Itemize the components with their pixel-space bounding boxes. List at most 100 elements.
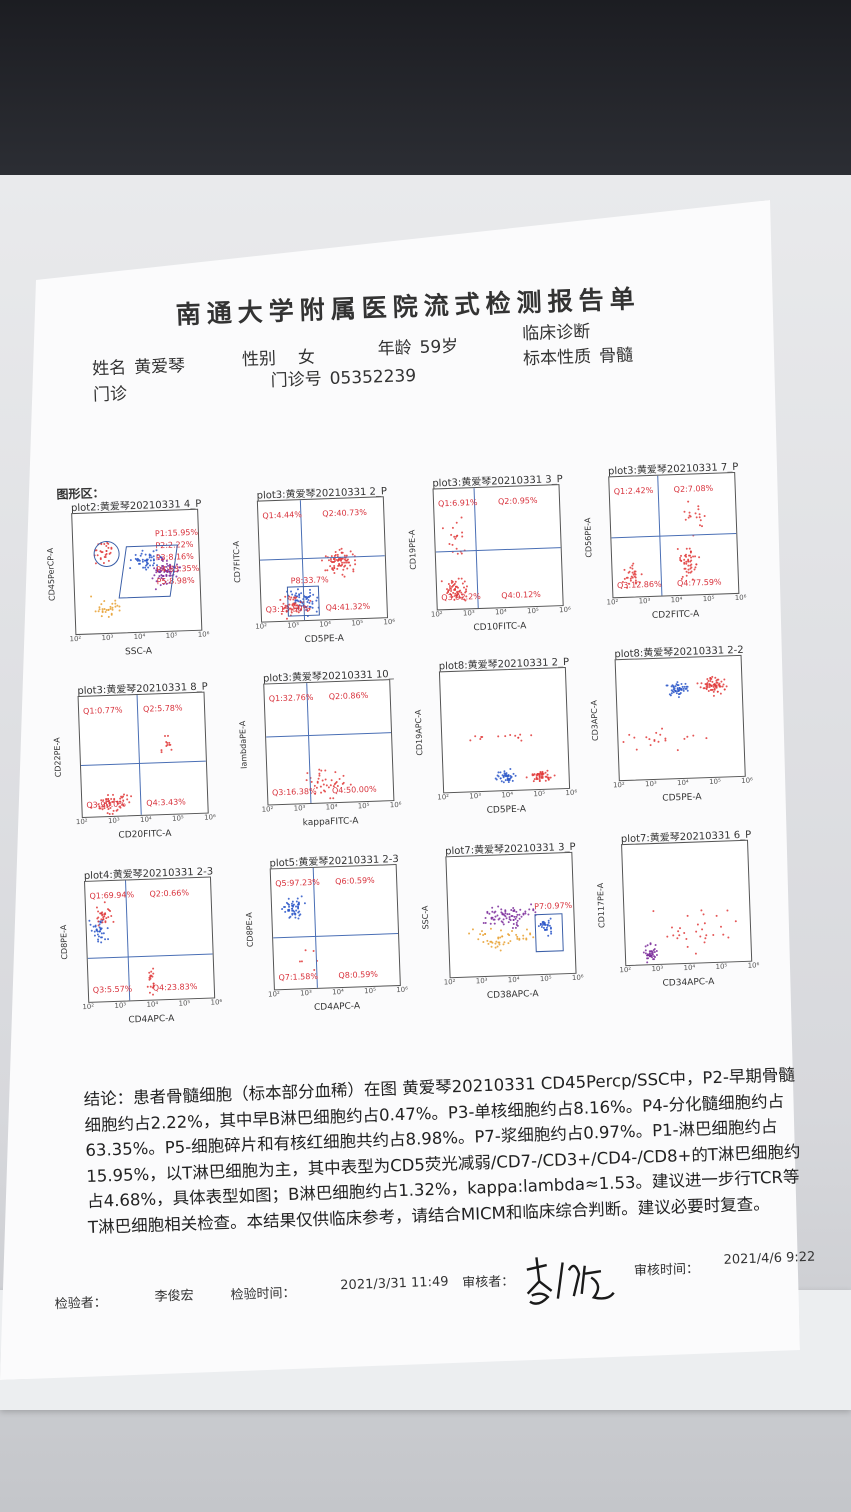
scatter-dot	[337, 553, 340, 556]
scatter-dot	[698, 515, 701, 519]
scatter-dot	[715, 915, 718, 918]
tick-label: 10³	[638, 597, 651, 606]
plot-y-label: CD22PE-A	[52, 737, 63, 778]
scatter-dot	[534, 911, 537, 914]
quadrant-label: Q3:90.0%	[86, 799, 127, 810]
tick-label: 10⁶	[197, 630, 210, 639]
scatter-dot	[502, 780, 505, 783]
plot-x-label: CD5PE-A	[486, 804, 527, 816]
scatter-dot	[293, 912, 296, 915]
tick-label: 10⁶	[734, 593, 747, 603]
scatter-dot	[283, 905, 287, 909]
scatter-dot	[92, 926, 95, 929]
scatter-dot	[504, 911, 507, 914]
quadrant-vline	[136, 694, 142, 815]
scatter-dot	[705, 934, 708, 937]
report-title: 南通大学附属医院流式检测报告单	[175, 284, 642, 330]
scatter-dot	[699, 935, 702, 938]
quadrant-label: Q1:32.76%	[268, 692, 314, 704]
scatter-dot	[279, 598, 282, 601]
scatter-dot	[152, 967, 155, 971]
clinic-no-value: 05352239	[329, 366, 417, 390]
scatter-dot	[467, 932, 470, 935]
scatter-dot	[108, 616, 111, 619]
plot-y-label: CD19APC-A	[413, 709, 425, 756]
tick-label: 10⁵	[715, 962, 728, 971]
tick-label: 10²	[75, 817, 88, 827]
quadrant-hline	[435, 547, 561, 553]
gate-box	[93, 540, 121, 568]
tick-label: 10⁶	[383, 617, 396, 627]
scatter-dot	[324, 769, 327, 772]
quadrant-label: Q1:2.42%	[613, 485, 654, 497]
scatter-dot	[721, 685, 724, 688]
quadrant-label: Q1:6.91%	[437, 497, 478, 509]
department-value: 门诊	[92, 384, 128, 406]
scatter-dot	[635, 576, 638, 579]
scatter-dot	[100, 911, 103, 914]
flow-plot: plot3:黄爱琴20210331 3_P Q1:6.91% Q2:0.95% Q3:…	[406, 470, 572, 640]
quadrant-label: Q3:5.57%	[92, 984, 133, 995]
scatter-dot	[456, 534, 459, 537]
scatter-dot	[713, 687, 716, 690]
scatter-dot	[471, 927, 475, 931]
scatter-dot	[526, 928, 529, 931]
scatter-dot	[102, 932, 105, 935]
scatter-dot	[118, 609, 121, 612]
scatter-dot	[689, 515, 692, 518]
tick-label: 10⁴	[501, 790, 514, 800]
plot-frame: Q1:4.44% Q2:40.73% Q3:13.50% Q4:41.32% P8:33…	[256, 496, 389, 623]
tick-label: 10²	[255, 622, 268, 631]
flow-plot: plot8:黄爱琴20210331 2-2 CD3APC-A 10² 10³ 10⁴ 10…	[588, 641, 754, 811]
scatter-dot	[502, 918, 505, 921]
scatter-dot	[696, 682, 699, 685]
scatter-dot	[160, 749, 163, 752]
scatter-dot	[704, 921, 707, 925]
scatter-dot	[442, 527, 445, 530]
plot-frame: Q1:6.91% Q2:0.95% Q3:92.2% Q4:0.12%	[432, 484, 564, 611]
scatter-dot	[499, 949, 502, 952]
scatter-dot	[114, 599, 117, 602]
scatter-dot	[509, 919, 512, 922]
scatter-dot	[97, 935, 100, 938]
scatter-dot	[463, 580, 466, 583]
department-field: 门诊	[93, 379, 128, 405]
scatter-dot	[652, 954, 655, 957]
quadrant-hline	[273, 933, 399, 939]
quadrant-label: Q2:0.86%	[328, 690, 369, 702]
scatter-dot	[655, 732, 658, 735]
scatter-dot	[670, 694, 673, 697]
scatter-dot	[548, 778, 551, 781]
tick-label: 10⁶	[565, 788, 578, 798]
quadrant-label: Q8:0.59%	[338, 969, 379, 981]
scatter-dot	[512, 780, 515, 783]
scatter-dot	[695, 562, 698, 565]
scatter-dot	[126, 798, 129, 801]
scatter-dot	[333, 571, 336, 574]
tick-label: 10⁶	[747, 961, 760, 970]
scatter-dot	[711, 680, 714, 683]
tick-label: 10⁴	[507, 975, 520, 985]
quadrant-label: Q7:1.58%	[278, 971, 319, 983]
tick-label: 10³	[299, 989, 312, 998]
scatter-dot	[102, 918, 105, 921]
scatter-dot	[686, 574, 689, 577]
tick-label: 10⁵	[171, 814, 184, 823]
scatter-dot	[699, 686, 702, 689]
tick-label: 10²	[267, 990, 280, 999]
scatter-dot	[349, 564, 352, 567]
flow-plot: plot5:黄爱琴20210331 2-3 Q5:97.23% Q6:0.59% Q7…	[243, 850, 409, 1020]
quadrant-hline	[611, 532, 737, 539]
quadrant-label: Q5:97.23%	[275, 877, 320, 889]
scatter-dot	[653, 951, 656, 954]
scatter-dot	[333, 567, 336, 570]
name-field: 姓名 黄爱琴	[92, 351, 186, 379]
scatter-dot	[540, 775, 543, 778]
scatter-dot	[342, 565, 345, 568]
quadrant-label: Q4:41.32%	[325, 601, 371, 613]
scatter-dot	[457, 552, 460, 556]
tick-label: 10³	[114, 1001, 127, 1010]
scatter-dot	[306, 772, 309, 775]
scatter-dot	[331, 778, 334, 781]
scatter-dot	[532, 779, 535, 783]
